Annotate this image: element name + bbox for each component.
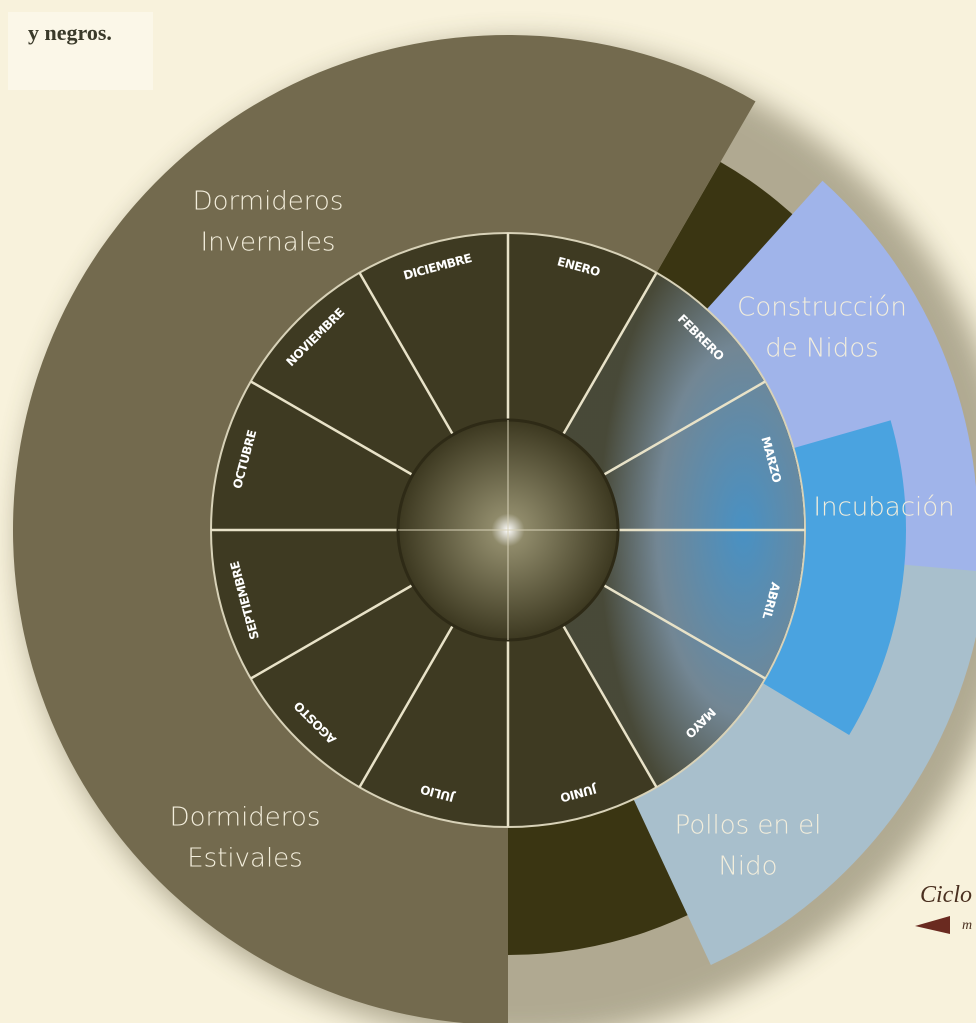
phase-label: de Nidos xyxy=(765,334,878,364)
spoke xyxy=(602,583,766,680)
caption-title: Ciclo xyxy=(920,882,972,908)
phase-label: Dormideros xyxy=(193,187,344,217)
phase-label: Dormideros xyxy=(170,803,321,833)
phase-label: Incubación xyxy=(813,493,954,523)
spoke xyxy=(358,624,455,788)
phase-label: Construcción xyxy=(737,293,907,323)
phase-label: Invernales xyxy=(201,228,336,258)
spoke xyxy=(561,272,658,436)
spoke xyxy=(358,272,455,436)
caption-note: m xyxy=(962,918,972,933)
phase-label: Estivales xyxy=(187,844,302,874)
spoke xyxy=(250,583,414,680)
spoke xyxy=(602,380,766,477)
phase-label: Pollos en el xyxy=(675,811,822,841)
header-box xyxy=(8,12,153,90)
arrow xyxy=(915,916,950,934)
phase-label: Nido xyxy=(718,852,777,882)
spoke xyxy=(250,380,414,477)
spoke xyxy=(561,624,658,788)
header-snippet: y negros. xyxy=(28,20,112,45)
